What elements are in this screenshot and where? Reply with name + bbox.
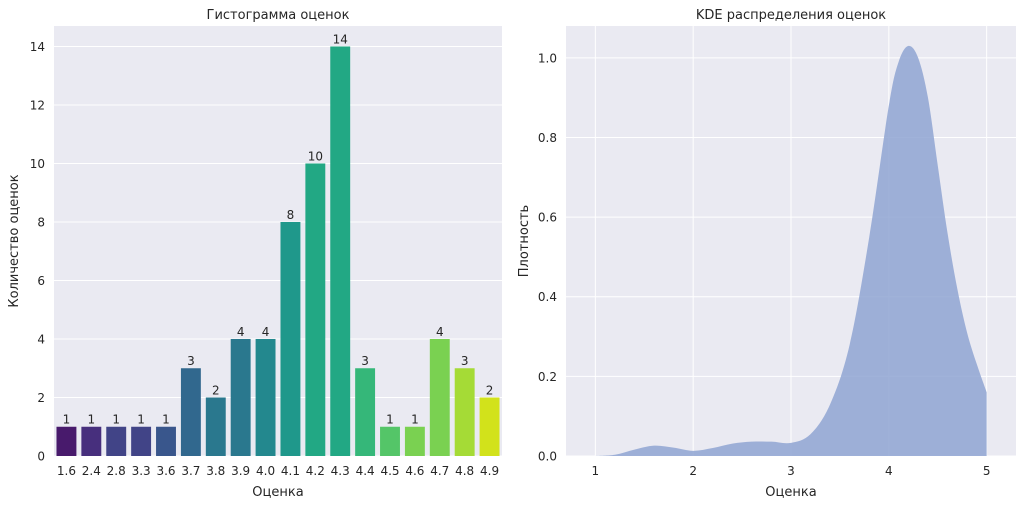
kde-y-axis-label: Плотность (517, 205, 532, 277)
histogram-bar (230, 338, 251, 456)
histogram-bar-value-label: 2 (486, 383, 494, 397)
histogram-bar (429, 338, 450, 456)
histogram-bar-value-label: 1 (88, 413, 96, 427)
histogram-x-tick-label: 4.8 (455, 464, 474, 478)
histogram-x-axis-label: Оценка (252, 485, 303, 500)
kde-y-tick-label: 1.0 (538, 51, 557, 65)
histogram-y-tick-label: 8 (37, 215, 45, 229)
histogram-bar-value-label: 2 (212, 383, 220, 397)
histogram-y-tick-label: 2 (37, 391, 45, 405)
histogram-bar-value-label: 1 (137, 413, 145, 427)
histogram-bar (180, 368, 201, 456)
histogram-bar (81, 426, 102, 456)
histogram-x-tick-label: 4.4 (356, 464, 375, 478)
histogram-bar-value-label: 10 (308, 149, 323, 163)
histogram-y-tick-label: 14 (30, 40, 45, 54)
histogram-bar (305, 163, 326, 457)
kde-x-axis-label: Оценка (765, 485, 816, 500)
histogram-x-tick-label: 2.4 (82, 464, 101, 478)
histogram-bar-value-label: 1 (63, 413, 71, 427)
kde-x-tick-label: 3 (787, 464, 795, 478)
histogram-x-tick-label: 1.6 (57, 464, 76, 478)
histogram-x-tick-label: 4.0 (256, 464, 275, 478)
histogram-bar (479, 397, 500, 456)
kde-y-tick-label: 0.4 (538, 290, 557, 304)
histogram-plot-area (54, 26, 502, 456)
histogram-x-tick-label: 3.7 (181, 464, 200, 478)
histogram-bar-value-label: 14 (333, 32, 348, 46)
histogram-x-tick-label: 3.8 (206, 464, 225, 478)
histogram-bar-value-label: 4 (436, 325, 444, 339)
histogram-bar-value-label: 1 (112, 413, 120, 427)
kde-density-area (595, 45, 987, 457)
kde-x-tick-label: 2 (689, 464, 697, 478)
histogram-bar (255, 338, 276, 456)
histogram-bar (131, 426, 152, 456)
histogram-bar (404, 426, 425, 456)
histogram-x-tick-label: 3.6 (156, 464, 175, 478)
histogram-y-tick-label: 12 (30, 98, 45, 112)
histogram-bar (355, 368, 376, 456)
histogram-bar-value-label: 1 (162, 413, 170, 427)
histogram-y-tick-label: 4 (37, 332, 45, 346)
histogram-bar-value-label: 4 (262, 325, 270, 339)
histogram-x-tick-label: 4.6 (405, 464, 424, 478)
histogram-bar (156, 426, 176, 456)
kde-x-tick-label: 5 (983, 464, 991, 478)
histogram-y-tick-label: 0 (37, 450, 45, 464)
histogram-bar-value-label: 1 (411, 413, 419, 427)
histogram-bar-value-label: 3 (187, 354, 195, 368)
histogram-x-tick-label: 4.5 (380, 464, 399, 478)
histogram-bar (380, 426, 400, 456)
histogram-bar-value-label: 3 (361, 354, 369, 368)
histogram-x-tick-label: 4.7 (430, 464, 449, 478)
histogram-bar (106, 426, 127, 456)
histogram-y-axis-label: Количество оценок (7, 174, 22, 307)
histogram-title: Гистограмма оценок (207, 8, 350, 23)
histogram-x-tick-label: 3.3 (132, 464, 151, 478)
histogram-bar (280, 221, 301, 456)
kde-y-tick-label: 0.8 (538, 131, 557, 145)
histogram-y-tick-label: 6 (37, 274, 45, 288)
histogram-x-tick-label: 4.2 (306, 464, 325, 478)
kde-x-tick-label: 4 (885, 464, 893, 478)
kde-y-tick-label: 0.2 (538, 370, 557, 384)
histogram-bar (56, 426, 77, 456)
histogram-bar-value-label: 3 (461, 354, 469, 368)
histogram-x-tick-label: 4.9 (480, 464, 499, 478)
histogram-bar (205, 397, 226, 456)
kde-x-tick-label: 1 (592, 464, 600, 478)
kde-title: KDE распределения оценок (696, 8, 886, 23)
histogram-bar-value-label: 1 (386, 413, 394, 427)
histogram-x-tick-label: 4.1 (281, 464, 300, 478)
histogram-bar (330, 46, 351, 456)
histogram-bar (454, 368, 475, 456)
histogram-bar-value-label: 8 (287, 208, 295, 222)
histogram-bar-value-label: 4 (237, 325, 245, 339)
histogram-x-tick-label: 3.9 (231, 464, 250, 478)
kde-y-tick-label: 0.0 (538, 450, 557, 464)
histogram-x-tick-label: 2.8 (107, 464, 126, 478)
kde-y-tick-label: 0.6 (538, 211, 557, 225)
histogram-x-tick-label: 4.3 (331, 464, 350, 478)
histogram-y-tick-label: 10 (30, 157, 45, 171)
